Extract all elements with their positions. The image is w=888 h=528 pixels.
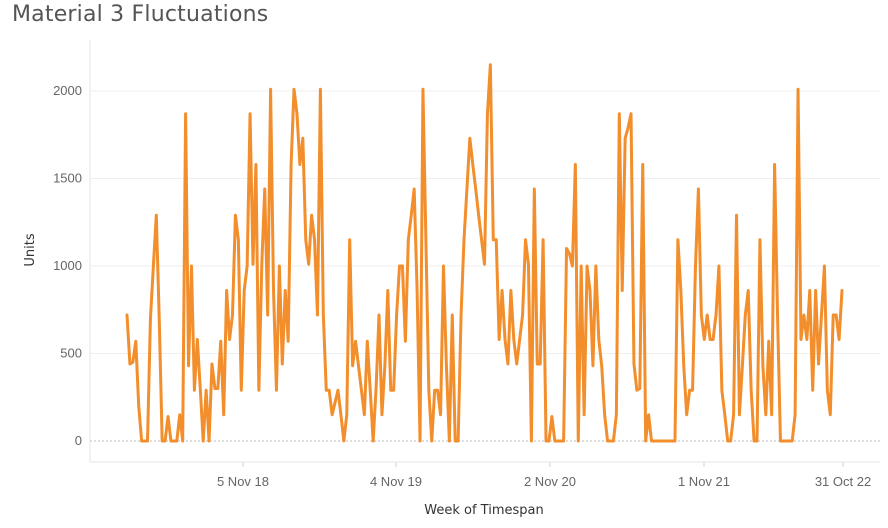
x-axis-ticks: 5 Nov 18 4 Nov 19 2 Nov 20 1 Nov 21 31 Oct 2…	[217, 462, 871, 489]
y-tick-label: 2000	[53, 83, 82, 98]
x-tick-label: 5 Nov 18	[217, 474, 269, 489]
x-tick-label: 4 Nov 19	[370, 474, 422, 489]
y-axis-ticks: 0 500 1000 1500 2000	[53, 83, 82, 448]
x-tick-label: 2 Nov 20	[524, 474, 576, 489]
y-tick-label: 500	[60, 346, 82, 361]
series-line	[125, 63, 844, 443]
x-axis-title: Week of Timespan	[424, 503, 543, 518]
series-layer	[125, 63, 844, 443]
y-tick-label: 0	[75, 433, 82, 448]
y-axis-title: Units	[23, 233, 38, 266]
y-tick-label: 1000	[53, 258, 82, 273]
x-tick-label: 1 Nov 21	[678, 474, 730, 489]
y-tick-label: 1500	[53, 171, 82, 186]
x-tick-label: 31 Oct 22	[815, 474, 871, 489]
chart-title: Material 3 Fluctuations	[12, 2, 269, 27]
